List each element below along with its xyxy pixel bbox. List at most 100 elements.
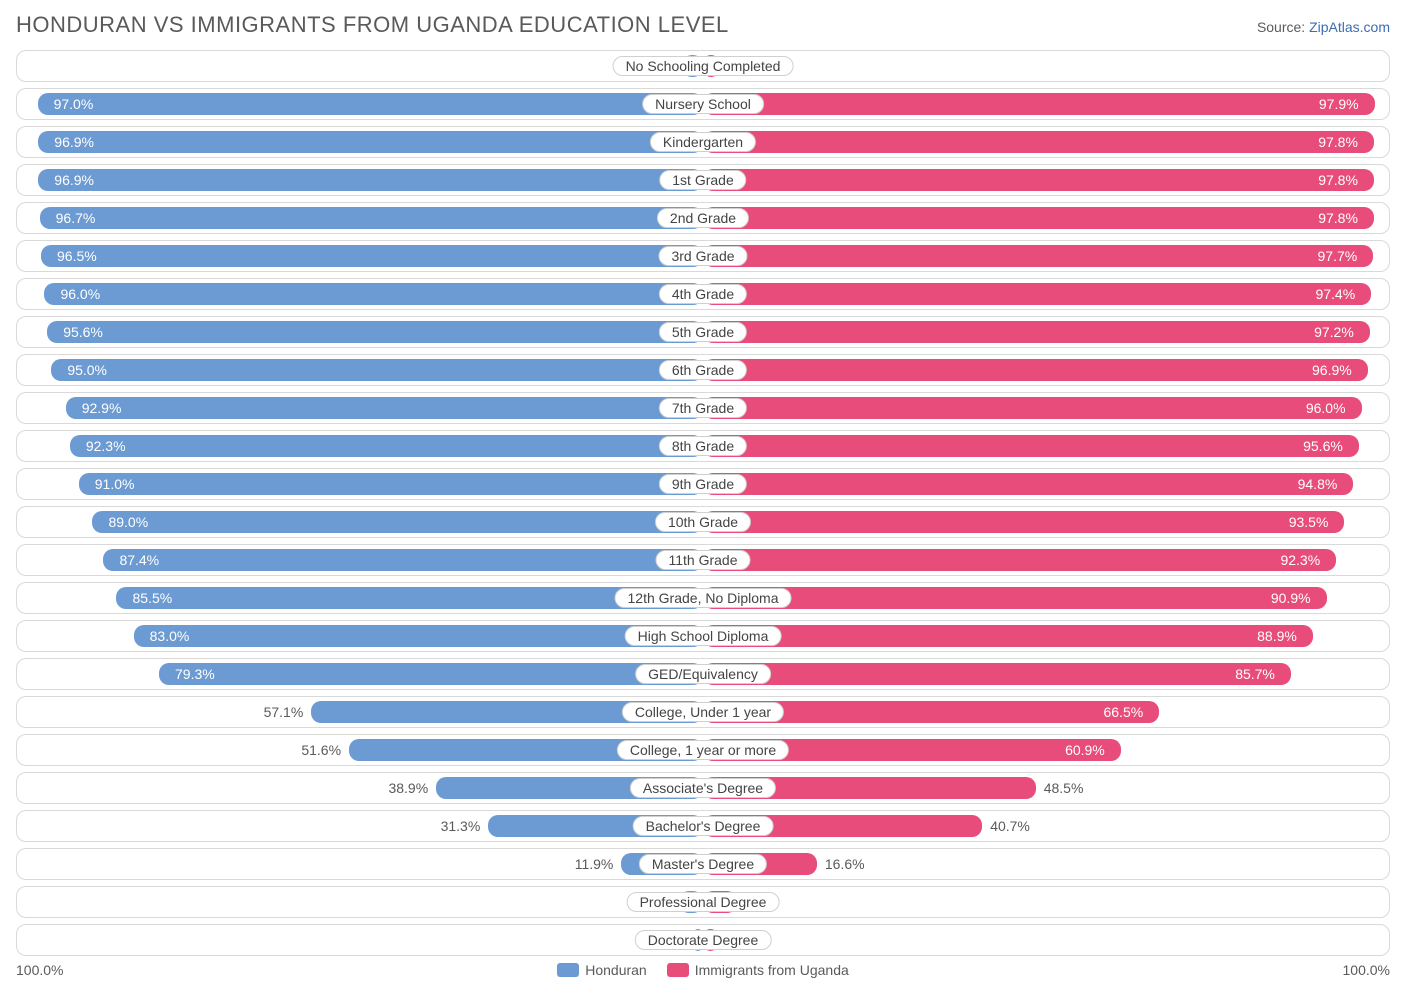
category-label: Nursery School (642, 94, 764, 114)
chart-row: 89.0%93.5%10th Grade (16, 506, 1390, 538)
category-label: College, 1 year or more (617, 740, 789, 760)
category-label: Master's Degree (639, 854, 767, 874)
source-link[interactable]: ZipAtlas.com (1309, 19, 1390, 35)
value-label-left: 95.0% (59, 355, 107, 385)
value-label-left: 96.9% (46, 165, 94, 195)
chart-row: 79.3%85.7%GED/Equivalency (16, 658, 1390, 690)
value-label-right: 60.9% (1065, 735, 1113, 765)
bar-left (40, 207, 703, 229)
value-label-left: 31.3% (441, 811, 489, 841)
bar-right (703, 473, 1353, 495)
bar-right (703, 625, 1313, 647)
category-label: 6th Grade (659, 360, 747, 380)
value-label-right: 93.5% (1289, 507, 1337, 537)
value-label-left: 51.6% (301, 735, 349, 765)
legend-label-right: Immigrants from Uganda (695, 962, 849, 978)
chart-row: 96.0% 97.4% 4th Grade (16, 278, 1390, 310)
bar-right (703, 93, 1375, 115)
axis-left-max: 100.0% (16, 962, 63, 978)
chart-row: 1.4%2.2%Doctorate Degree (16, 924, 1390, 956)
category-label: Associate's Degree (630, 778, 776, 798)
chart-row: 92.9% 96.0% 7th Grade (16, 392, 1390, 424)
category-label: 3rd Grade (658, 246, 747, 266)
chart-legend: Honduran Immigrants from Uganda (557, 962, 849, 978)
bar-left (38, 131, 703, 153)
bar-right (703, 397, 1362, 419)
bar-left (38, 93, 703, 115)
chart-row: 95.6%97.2%5th Grade (16, 316, 1390, 348)
chart-row: 38.9% 48.5% Associate's Degree (16, 772, 1390, 804)
legend-item-right: Immigrants from Uganda (667, 962, 849, 978)
value-label-right: 66.5% (1103, 697, 1151, 727)
source-label: Source: (1257, 19, 1305, 35)
bar-left (79, 473, 703, 495)
bar-right (703, 321, 1370, 343)
value-label-right: 97.8% (1318, 203, 1366, 233)
value-label-left: 96.9% (46, 127, 94, 157)
chart-row: 85.5%90.9%12th Grade, No Diploma (16, 582, 1390, 614)
bar-right (703, 587, 1327, 609)
chart-row: 97.0% 97.9% Nursery School (16, 88, 1390, 120)
value-label-left: 92.9% (74, 393, 122, 423)
value-label-left: 11.9% (575, 849, 622, 879)
category-label: No Schooling Completed (613, 56, 794, 76)
chart-row: 83.0%88.9%High School Diploma (16, 620, 1390, 652)
category-label: College, Under 1 year (622, 702, 784, 722)
bar-left (70, 435, 703, 457)
category-label: GED/Equivalency (635, 664, 771, 684)
bar-left (103, 549, 703, 571)
bar-left (92, 511, 703, 533)
category-label: 7th Grade (659, 398, 747, 418)
value-label-right: 97.9% (1319, 89, 1367, 119)
category-label: Professional Degree (627, 892, 780, 912)
bar-left (66, 397, 703, 419)
chart-footer: 100.0% Honduran Immigrants from Uganda 1… (16, 962, 1390, 978)
chart-row: 96.7%97.8%2nd Grade (16, 202, 1390, 234)
value-label-left: 79.3% (167, 659, 215, 689)
value-label-right: 48.5% (1036, 773, 1084, 803)
chart-row: 87.4%92.3%11th Grade (16, 544, 1390, 576)
value-label-left: 91.0% (87, 469, 135, 499)
bar-left (44, 283, 703, 305)
value-label-left: 96.5% (49, 241, 97, 271)
category-label: 9th Grade (659, 474, 747, 494)
value-label-left: 97.0% (46, 89, 94, 119)
value-label-right: 96.0% (1306, 393, 1354, 423)
value-label-left: 89.0% (100, 507, 148, 537)
category-label: 12th Grade, No Diploma (615, 588, 792, 608)
bar-left (159, 663, 703, 685)
bar-right (703, 549, 1336, 571)
bar-right (703, 283, 1371, 305)
chart-row: 11.9% 16.6% Master's Degree (16, 848, 1390, 880)
chart-row: 91.0% 94.8% 9th Grade (16, 468, 1390, 500)
value-label-right: 40.7% (982, 811, 1030, 841)
value-label-right: 94.8% (1298, 469, 1346, 499)
category-label: 4th Grade (659, 284, 747, 304)
bar-left (51, 359, 703, 381)
chart-row: 96.9% 97.8% 1st Grade (16, 164, 1390, 196)
category-label: High School Diploma (625, 626, 782, 646)
bar-right (703, 169, 1374, 191)
bar-right (703, 359, 1368, 381)
chart-title: HONDURAN VS IMMIGRANTS FROM UGANDA EDUCA… (16, 12, 729, 38)
category-label: Kindergarten (650, 132, 756, 152)
chart-row: 31.3% 40.7% Bachelor's Degree (16, 810, 1390, 842)
value-label-right: 96.9% (1312, 355, 1360, 385)
category-label: 1st Grade (659, 170, 746, 190)
value-label-left: 92.3% (78, 431, 126, 461)
chart-row: 57.1%66.5%College, Under 1 year (16, 696, 1390, 728)
category-label: Bachelor's Degree (633, 816, 774, 836)
value-label-right: 97.4% (1315, 279, 1363, 309)
value-label-left: 38.9% (388, 773, 436, 803)
value-label-right: 90.9% (1271, 583, 1319, 613)
value-label-left: 96.0% (52, 279, 100, 309)
value-label-right: 97.8% (1318, 165, 1366, 195)
diverging-bar-chart: 3.1%2.3%No Schooling Completed97.0%97.9%… (16, 50, 1390, 956)
bar-right (703, 245, 1373, 267)
chart-row: 3.5%5.0%Professional Degree (16, 886, 1390, 918)
value-label-right: 97.8% (1318, 127, 1366, 157)
bar-right (703, 511, 1344, 533)
bar-left (38, 169, 703, 191)
value-label-right: 16.6% (817, 849, 865, 879)
chart-row: 92.3%95.6%8th Grade (16, 430, 1390, 462)
